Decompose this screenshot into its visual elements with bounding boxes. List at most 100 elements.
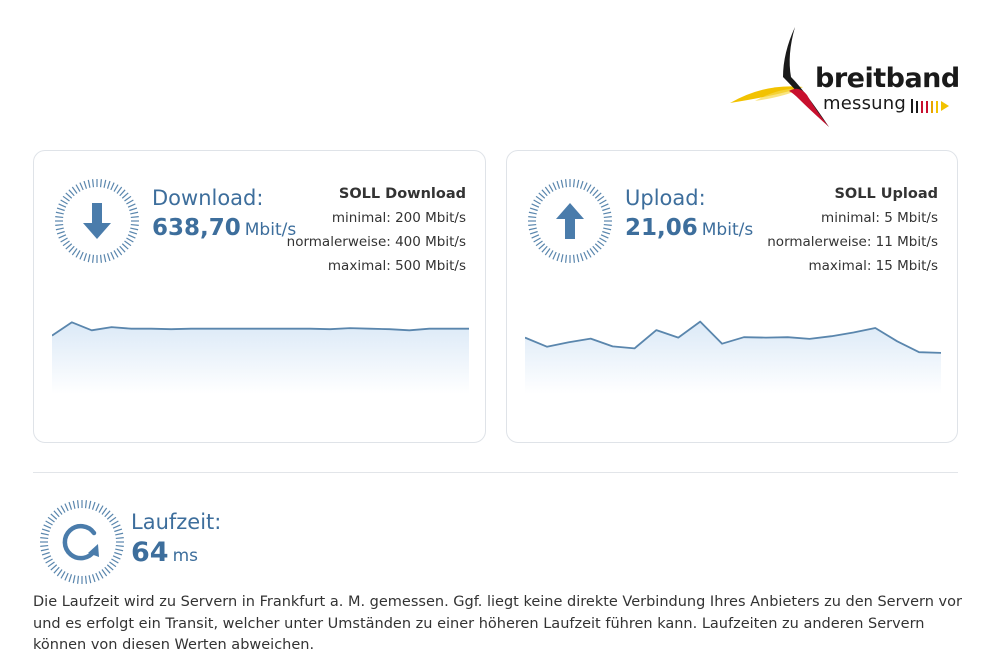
upload-unit: Mbit/s	[701, 220, 754, 240]
gauge-tick	[602, 230, 611, 235]
latency-info-text: Die Laufzeit wird zu Servern in Frankfur…	[33, 594, 962, 653]
gauge-tick	[528, 211, 537, 215]
gauge-tick	[58, 203, 67, 208]
gauge-tick	[597, 195, 605, 202]
gauge-tick	[119, 189, 126, 197]
gauge-tick	[77, 575, 80, 584]
soll-download-maximal: maximal: 500 Mbit/s	[327, 258, 466, 274]
gauge-tick	[586, 250, 592, 258]
gauge-tick	[531, 203, 540, 208]
gauge-tick	[84, 575, 87, 584]
gauge-tick	[83, 180, 88, 189]
gauge-tick	[64, 503, 69, 512]
upload-value: 21,06 Mbit/s	[625, 215, 753, 241]
gauge-tick	[109, 516, 117, 523]
gauge-tick	[101, 507, 108, 515]
gauge-tick	[113, 250, 119, 258]
gauge-tick	[572, 179, 575, 188]
gauge-tick	[541, 245, 548, 253]
gauge-tick	[544, 248, 551, 256]
gauge-ticks	[40, 500, 124, 584]
gauge-tick	[129, 230, 138, 235]
gauge-tick	[68, 501, 73, 510]
gauge-tick	[126, 237, 134, 243]
gauge-tick	[56, 507, 63, 515]
download-card: Download: 638,70 Mbit/s SOLL Download min…	[33, 150, 486, 443]
gauge-tick	[104, 566, 111, 574]
gauge-tick	[533, 237, 541, 243]
gauge-tick	[583, 182, 588, 191]
gauge-tick	[106, 180, 111, 189]
gauge-tick	[84, 500, 87, 509]
soll-upload-normal: normalerweise: 11 Mbit/s	[767, 234, 938, 250]
logo-text-bottom: messung	[823, 93, 906, 114]
soll-download-title: SOLL Download	[338, 186, 466, 202]
gauge-tick	[127, 234, 136, 239]
gauge-tick	[528, 227, 537, 231]
gauge-tick	[91, 501, 96, 510]
gauge-tick	[583, 251, 588, 260]
gauge-tick	[560, 254, 564, 263]
gauge-tick	[41, 528, 50, 533]
gauge-tick	[103, 254, 107, 263]
gauge-tick	[599, 237, 607, 243]
gauge-tick	[586, 184, 592, 192]
logo-text-bottom-label: messung	[823, 93, 907, 114]
gauge-tick	[130, 211, 139, 215]
gauge-tick	[113, 184, 119, 192]
gauge-tick	[40, 548, 49, 552]
logo-text-top: breitband	[815, 63, 960, 94]
gauge-tick	[87, 179, 91, 188]
gauge-tick	[600, 203, 609, 208]
gauge-tick	[115, 537, 124, 540]
gauge-tick	[116, 248, 123, 256]
gauge-tick	[56, 230, 65, 235]
gauge-tick	[121, 243, 129, 250]
gauge-tick	[55, 211, 64, 215]
section-divider	[33, 472, 958, 473]
gauge-tick	[75, 250, 81, 258]
gauge-tick	[47, 561, 55, 568]
gauge-tick	[556, 180, 561, 189]
gauge-tick	[556, 253, 561, 262]
gauge-tick	[541, 189, 548, 197]
latency-label: Laufzeit:	[131, 510, 222, 534]
gauge-tick	[603, 216, 612, 219]
gauge-tick	[106, 513, 114, 520]
latency-gauge	[40, 500, 124, 584]
gauge-tick	[112, 524, 121, 529]
gauge-tick	[55, 223, 64, 226]
gauge-tick	[528, 216, 537, 219]
gauge-tick	[53, 566, 60, 574]
gauge-tick	[45, 558, 53, 564]
gauge-tick	[104, 510, 111, 518]
gauge-tick	[528, 223, 537, 226]
gauge-tick	[106, 253, 111, 262]
gauge-tick	[64, 572, 69, 581]
gauge-tick	[95, 503, 100, 512]
chart-series-line	[52, 321, 469, 337]
soll-upload-maximal: maximal: 15 Mbit/s	[808, 258, 939, 274]
gauge-tick	[535, 195, 543, 202]
gauge-tick	[130, 227, 139, 231]
gauge-tick	[115, 548, 124, 552]
gauge-tick	[576, 254, 580, 263]
download-gauge	[55, 179, 139, 263]
gauge-tick	[41, 551, 50, 556]
gauge-tick	[126, 199, 134, 205]
refresh-icon	[62, 523, 99, 561]
gauge-tick	[115, 544, 124, 547]
gauge-tick	[538, 192, 546, 199]
upload-value-number: 21,06	[625, 215, 698, 241]
latency-value-number: 64	[131, 537, 169, 568]
gauge-tick	[77, 500, 80, 509]
gauge-tick	[55, 227, 64, 231]
gauge-tick	[603, 227, 612, 231]
gauge-tick	[58, 234, 67, 239]
gauge-tick	[50, 564, 58, 571]
gauge-tick	[56, 207, 65, 212]
gauge-tick	[40, 532, 49, 536]
gauge-tick	[109, 561, 117, 568]
download-chart	[52, 321, 469, 394]
upload-chart	[525, 320, 941, 394]
